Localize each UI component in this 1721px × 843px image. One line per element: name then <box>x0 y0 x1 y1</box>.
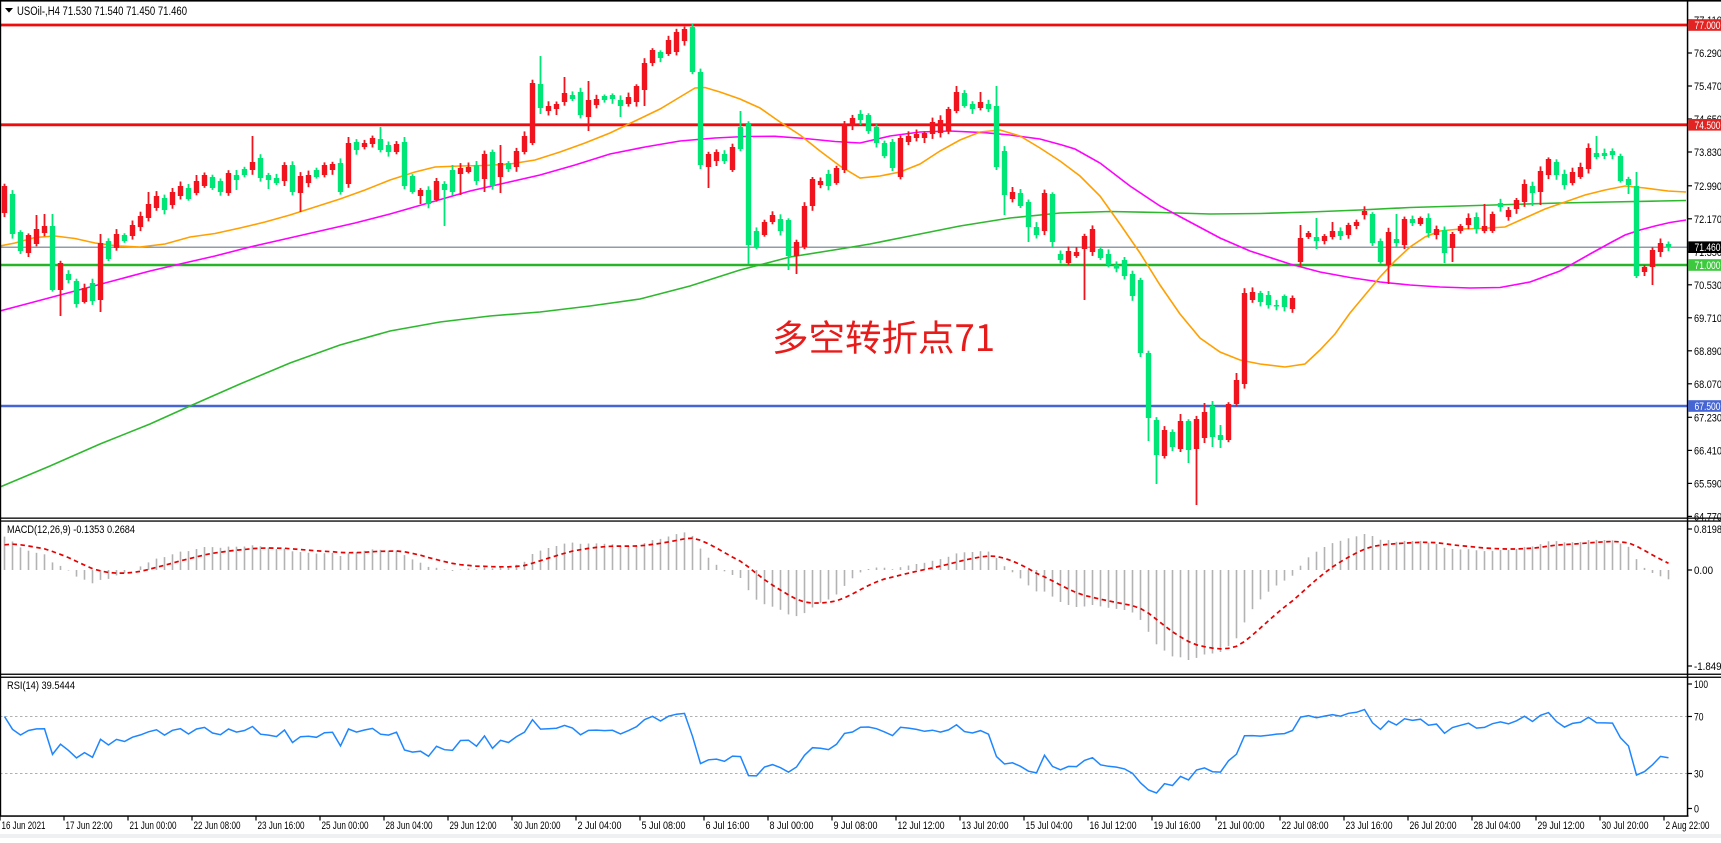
svg-text:70.530: 70.530 <box>1694 280 1721 292</box>
svg-text:26 Jul 20:00: 26 Jul 20:00 <box>1410 820 1457 832</box>
svg-text:2 Aug 22:00: 2 Aug 22:00 <box>1666 820 1710 832</box>
svg-text:69.710: 69.710 <box>1694 313 1721 325</box>
svg-text:8 Jul 00:00: 8 Jul 00:00 <box>770 820 814 832</box>
svg-text:MACD(12,26,9) -0.1353 0.2684: MACD(12,26,9) -0.1353 0.2684 <box>7 524 135 536</box>
svg-text:23 Jul 16:00: 23 Jul 16:00 <box>1346 820 1393 832</box>
svg-text:21 Jul 00:00: 21 Jul 00:00 <box>1218 820 1265 832</box>
svg-text:71.000: 71.000 <box>1695 260 1721 272</box>
svg-text:66.410: 66.410 <box>1694 445 1721 457</box>
svg-text:30: 30 <box>1694 769 1704 781</box>
svg-text:22 Jul 08:00: 22 Jul 08:00 <box>1282 820 1329 832</box>
svg-text:77.000: 77.000 <box>1695 20 1721 32</box>
svg-text:9 Jul 08:00: 9 Jul 08:00 <box>834 820 878 832</box>
svg-text:RSI(14) 39.5444: RSI(14) 39.5444 <box>7 680 75 692</box>
svg-text:76.290: 76.290 <box>1694 48 1721 60</box>
svg-text:22 Jun 08:00: 22 Jun 08:00 <box>194 820 241 832</box>
svg-text:-1.8495: -1.8495 <box>1694 661 1721 673</box>
svg-text:19 Jul 16:00: 19 Jul 16:00 <box>1154 820 1201 832</box>
svg-text:72.990: 72.990 <box>1694 181 1721 193</box>
svg-text:25 Jun 00:00: 25 Jun 00:00 <box>322 820 369 832</box>
svg-text:71.460: 71.460 <box>1695 242 1721 254</box>
svg-text:67.230: 67.230 <box>1694 412 1721 424</box>
svg-text:68.890: 68.890 <box>1694 346 1721 358</box>
svg-text:65.590: 65.590 <box>1694 478 1721 490</box>
svg-text:29 Jul 12:00: 29 Jul 12:00 <box>1538 820 1585 832</box>
svg-text:17 Jun 22:00: 17 Jun 22:00 <box>66 820 113 832</box>
svg-text:28 Jul 04:00: 28 Jul 04:00 <box>1474 820 1521 832</box>
svg-text:23 Jun 16:00: 23 Jun 16:00 <box>258 820 305 832</box>
svg-text:70: 70 <box>1694 712 1704 724</box>
svg-text:12 Jul 12:00: 12 Jul 12:00 <box>898 820 945 832</box>
svg-text:75.470: 75.470 <box>1694 81 1721 93</box>
svg-text:0: 0 <box>1694 804 1699 816</box>
svg-text:73.830: 73.830 <box>1694 147 1721 159</box>
svg-text:USOil-,H4 71.530 71.540 71.45: USOil-,H4 71.530 71.540 71.450 71.460 <box>17 4 187 18</box>
svg-text:21 Jun 00:00: 21 Jun 00:00 <box>130 820 177 832</box>
svg-text:29 Jun 12:00: 29 Jun 12:00 <box>450 820 497 832</box>
svg-text:6 Jul 16:00: 6 Jul 16:00 <box>706 820 750 832</box>
svg-text:72.170: 72.170 <box>1694 214 1721 226</box>
svg-text:30 Jul 20:00: 30 Jul 20:00 <box>1602 820 1649 832</box>
svg-text:13 Jul 20:00: 13 Jul 20:00 <box>962 820 1009 832</box>
svg-text:0.8198: 0.8198 <box>1694 524 1721 536</box>
svg-text:16 Jul 12:00: 16 Jul 12:00 <box>1090 820 1137 832</box>
svg-text:0.00: 0.00 <box>1694 565 1713 577</box>
svg-text:5 Jul 08:00: 5 Jul 08:00 <box>642 820 686 832</box>
svg-text:100: 100 <box>1694 679 1708 691</box>
svg-text:74.500: 74.500 <box>1695 120 1721 132</box>
svg-text:2 Jul 04:00: 2 Jul 04:00 <box>578 820 622 832</box>
svg-text:67.500: 67.500 <box>1695 401 1721 413</box>
svg-text:68.070: 68.070 <box>1694 379 1721 391</box>
svg-text:16 Jun 2021: 16 Jun 2021 <box>2 820 46 832</box>
svg-text:64.770: 64.770 <box>1694 511 1721 523</box>
svg-text:15 Jul 04:00: 15 Jul 04:00 <box>1026 820 1073 832</box>
svg-text:30 Jun 20:00: 30 Jun 20:00 <box>514 820 561 832</box>
svg-text:28 Jun 04:00: 28 Jun 04:00 <box>386 820 433 832</box>
